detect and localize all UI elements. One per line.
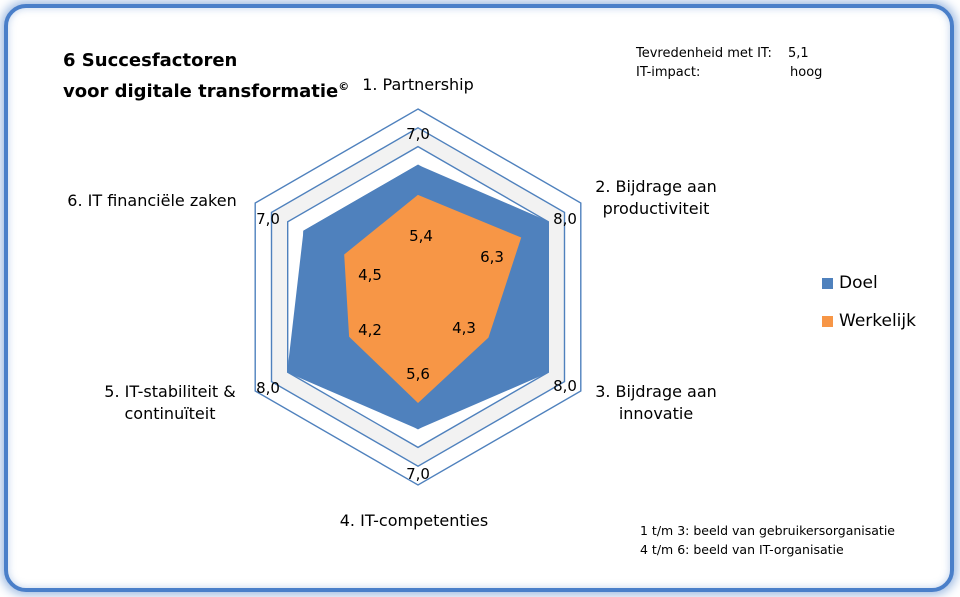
axis-label-3: 3. Bijdrage aan innovatie <box>595 382 717 423</box>
doel-label-1: 7,0 <box>406 125 430 143</box>
legend: Doel Werkelijk <box>822 272 916 348</box>
legend-item-werkelijk: Werkelijk <box>822 310 916 332</box>
series-area-werkelijk <box>344 194 522 403</box>
doel-label-2: 8,0 <box>553 210 577 228</box>
legend-swatch-doel <box>822 277 833 289</box>
impact-label: IT-impact: <box>636 65 701 80</box>
werkelijk-label-5: 4,2 <box>358 321 382 339</box>
legend-label-werkelijk: Werkelijk <box>839 311 916 331</box>
chart-title: 6 Succesfactoren voor digitale transform… <box>63 48 349 105</box>
axis-label-6: 6. IT financiële zaken <box>67 191 236 210</box>
satisfaction-value: 5,1 <box>788 46 809 61</box>
title-line-2: voor digitale transformatie© <box>63 74 349 105</box>
werkelijk-label-2: 6,3 <box>480 248 504 266</box>
footnote-line-2: 4 t/m 6: beeld van IT-organisatie <box>640 542 844 557</box>
axis-label-5: 5. IT-stabiliteit & continuïteit <box>104 382 235 423</box>
legend-swatch-werkelijk <box>822 315 833 327</box>
werkelijk-label-1: 5,4 <box>409 227 433 245</box>
satisfaction-row: Tevredenheid met IT: 5,1 <box>636 44 809 63</box>
satisfaction-label: Tevredenheid met IT: <box>636 46 772 61</box>
axis-label-2: 2. Bijdrage aan productiviteit <box>595 177 717 218</box>
doel-label-4: 7,0 <box>406 465 430 483</box>
info-box: Tevredenheid met IT: 5,1 IT-impact: hoog <box>636 44 822 82</box>
impact-row: IT-impact: hoog <box>636 63 822 82</box>
title-line-1: 6 Succesfactoren <box>63 50 238 71</box>
werkelijk-label-6: 4,5 <box>358 266 382 284</box>
footnote: 1 t/m 3: beeld van gebruikersorganisatie… <box>640 521 895 559</box>
impact-value: hoog <box>790 65 823 80</box>
copyright-mark: © <box>338 80 350 93</box>
axis-label-4: 4. IT-competenties <box>340 511 488 530</box>
werkelijk-label-3: 4,3 <box>452 319 476 337</box>
werkelijk-label-4: 5,6 <box>406 365 430 383</box>
doel-label-5: 8,0 <box>256 379 280 397</box>
legend-label-doel: Doel <box>839 273 878 293</box>
doel-label-3: 8,0 <box>553 377 577 395</box>
doel-label-6: 7,0 <box>256 210 280 228</box>
axis-label-1: 1. Partnership <box>362 75 474 94</box>
title-line-2-text: voor digitale transformatie <box>63 81 339 102</box>
legend-item-doel: Doel <box>822 272 916 294</box>
footnote-line-1: 1 t/m 3: beeld van gebruikersorganisatie <box>640 523 895 538</box>
